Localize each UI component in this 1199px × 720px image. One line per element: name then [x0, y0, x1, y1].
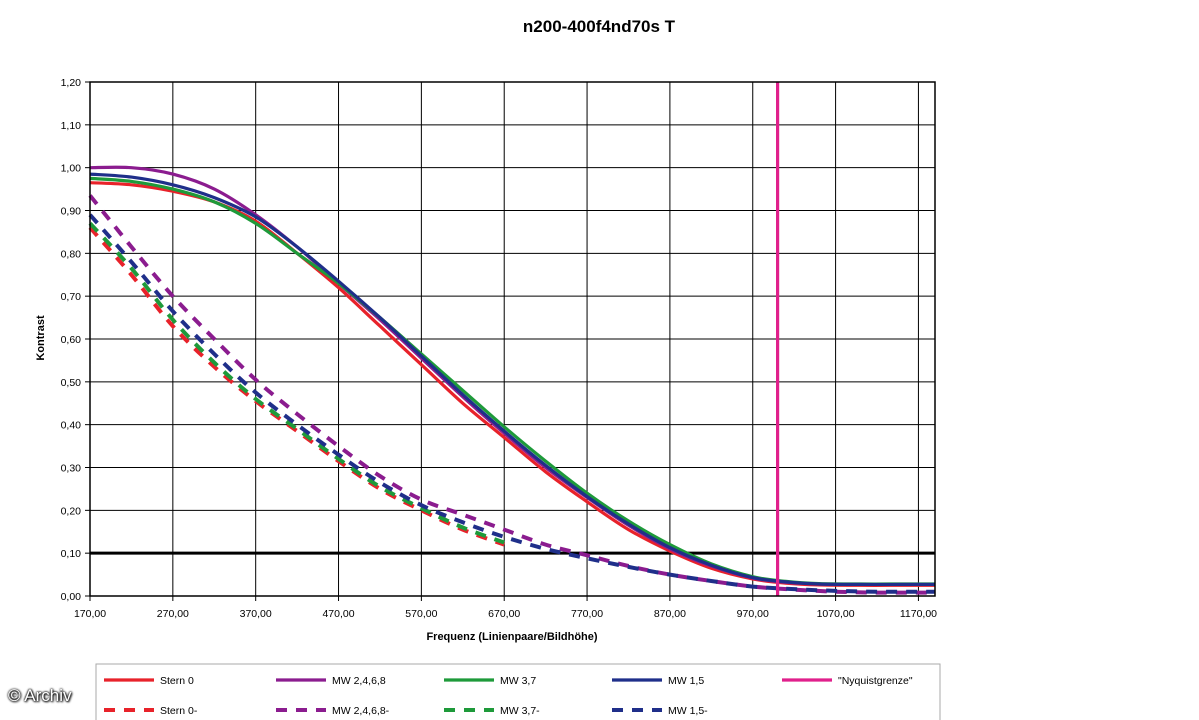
y-axis-ticks: 0,00 0,10 0,20 0,30 0,40 0,50 0,60 0,70 0,80 0,90… [61, 77, 90, 603]
series-line-6 [88, 222, 505, 545]
x-tick-label: 1070,00 [817, 608, 855, 620]
x-tick-label: 1170,00 [900, 608, 937, 620]
y-tick-label: 0,70 [61, 291, 82, 303]
series-line-0 [89, 181, 935, 587]
chart-title: n200-400f4nd70s T [523, 17, 676, 36]
legend-label-5: MW 2,4,6,8- [332, 705, 390, 717]
y-tick-label: 0,30 [61, 463, 82, 475]
legend-label-0: Stern 0 [160, 675, 194, 687]
x-tick-label: 970,00 [737, 608, 769, 620]
x-axis-ticks: 170,00 270,00 370,00 470,00 570,00 670,00 770,… [74, 596, 937, 620]
series-layer [88, 82, 935, 596]
series-line-3 [89, 172, 935, 587]
grid [90, 81, 935, 596]
x-tick-label: 870,00 [654, 608, 686, 620]
y-axis-title: Kontrast [35, 315, 47, 361]
copyright-watermark: © Archiv [8, 686, 72, 705]
legend: Stern 0 MW 2,4,6,8 MW 3,7 MW 1,5 Stern 0- MW … [95, 663, 941, 720]
legend-label-6: MW 3,7- [500, 705, 540, 717]
x-tick-label: 770,00 [571, 608, 603, 620]
legend-label-2: MW 3,7 [500, 675, 536, 687]
x-tick-label: 670,00 [488, 608, 520, 620]
y-tick-label: 0,20 [61, 505, 82, 517]
y-tick-label: 0,90 [61, 206, 82, 218]
x-tick-label: 370,00 [240, 608, 272, 620]
y-tick-label: 0,00 [61, 591, 82, 603]
series-line-7 [88, 213, 935, 594]
series-line-4 [88, 226, 505, 547]
legend-label-4: Stern 0- [160, 705, 198, 717]
x-tick-label: 270,00 [157, 608, 189, 620]
series-line-5 [88, 194, 935, 595]
x-axis-title: Frequenz (Linienpaare/Bildhöhe) [426, 631, 597, 643]
y-tick-label: 1,10 [61, 120, 82, 132]
x-tick-label: 570,00 [405, 608, 437, 620]
legend-label-3: MW 1,5 [668, 675, 704, 687]
y-tick-label: 0,60 [61, 334, 82, 346]
legend-items: Stern 0 MW 2,4,6,8 MW 3,7 MW 1,5 Stern 0- MW … [104, 675, 913, 717]
y-tick-label: 0,50 [61, 377, 82, 389]
y-tick-label: 1,00 [61, 163, 82, 175]
legend-box [95, 663, 941, 720]
y-tick-label: 0,40 [61, 420, 82, 432]
y-tick-label: 1,20 [61, 77, 82, 89]
legend-label-1: MW 2,4,6,8 [332, 675, 386, 687]
x-tick-label: 470,00 [322, 608, 354, 620]
legend-label-7: MW 1,5- [668, 705, 708, 717]
x-tick-label: 170,00 [74, 608, 106, 620]
y-tick-label: 0,10 [61, 548, 82, 560]
series-line-1 [89, 165, 935, 587]
y-tick-label: 0,80 [61, 248, 82, 260]
legend-label-8: "Nyquistgrenze" [838, 675, 913, 687]
series-line-2 [89, 176, 935, 586]
